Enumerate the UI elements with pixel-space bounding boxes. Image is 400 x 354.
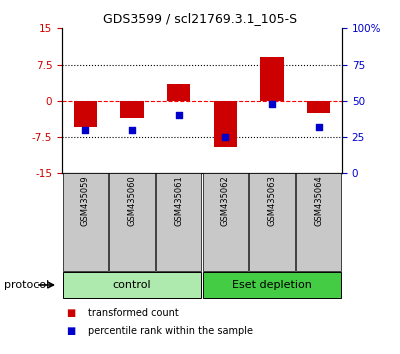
Point xyxy=(129,127,135,133)
Text: GSM435059: GSM435059 xyxy=(81,175,90,226)
Text: GDS3599 / scl21769.3.1_105-S: GDS3599 / scl21769.3.1_105-S xyxy=(103,12,297,25)
Text: percentile rank within the sample: percentile rank within the sample xyxy=(88,326,253,336)
Bar xyxy=(120,101,144,118)
Point xyxy=(269,101,275,107)
Text: GSM435060: GSM435060 xyxy=(128,175,136,226)
Text: GSM435063: GSM435063 xyxy=(268,175,276,226)
Text: ■: ■ xyxy=(66,326,75,336)
Point xyxy=(82,127,88,133)
Bar xyxy=(260,57,284,101)
Bar xyxy=(74,101,97,127)
Text: GSM435064: GSM435064 xyxy=(314,175,323,226)
Point xyxy=(316,124,322,130)
Text: protocol: protocol xyxy=(4,280,49,290)
Text: control: control xyxy=(113,280,151,290)
Text: transformed count: transformed count xyxy=(88,308,179,318)
Text: Eset depletion: Eset depletion xyxy=(232,280,312,290)
Text: GSM435062: GSM435062 xyxy=(221,175,230,226)
Point xyxy=(176,113,182,118)
Bar xyxy=(167,84,190,101)
Bar xyxy=(214,101,237,147)
Text: GSM435061: GSM435061 xyxy=(174,175,183,226)
Point xyxy=(222,134,228,140)
Bar xyxy=(307,101,330,113)
Text: ■: ■ xyxy=(66,308,75,318)
